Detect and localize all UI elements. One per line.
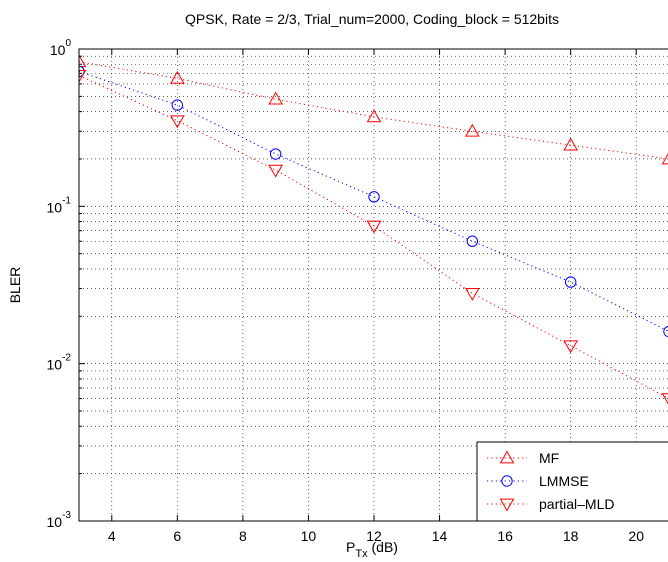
y-tick-label: 100 xyxy=(50,38,72,58)
series-line-0 xyxy=(79,61,668,160)
x-tick-label: 12 xyxy=(366,528,382,544)
data-point-2 xyxy=(563,340,579,354)
data-point-0 xyxy=(563,137,579,151)
legend-marker xyxy=(499,498,515,512)
data-point-0 xyxy=(366,109,382,123)
x-tick-label: 8 xyxy=(239,528,247,544)
data-point-2 xyxy=(661,393,668,405)
x-tick-label: 18 xyxy=(563,528,579,544)
data-point-2 xyxy=(79,69,87,83)
data-point-0 xyxy=(661,153,668,165)
data-point-2 xyxy=(268,164,284,178)
data-point-1 xyxy=(663,325,668,338)
legend-marker xyxy=(501,475,513,487)
x-axis-label-main: P xyxy=(346,539,355,555)
legend-label: partial–MLD xyxy=(539,496,614,512)
legend: MF LMMSE partial–MLD xyxy=(476,441,668,522)
data-point-1 xyxy=(171,99,184,111)
data-point-1 xyxy=(466,235,479,247)
series-layer xyxy=(79,54,668,405)
grid xyxy=(79,49,668,521)
data-point-1 xyxy=(269,148,282,160)
y-tick-label: 10-3 xyxy=(47,510,72,530)
tick-labels: 4 6 8 10 12 14 16 18 20 100 10-1 10-2 10-3 xyxy=(47,38,645,544)
chart-title: QPSK, Rate = 2/3, Trial_num=2000, Coding… xyxy=(185,11,559,27)
x-tick-label: 14 xyxy=(432,528,448,544)
data-point-2 xyxy=(464,287,480,301)
x-tick-label: 10 xyxy=(301,528,317,544)
data-point-2 xyxy=(169,115,185,129)
data-point-0 xyxy=(169,70,185,84)
y-tick-label: 10-1 xyxy=(47,195,72,215)
data-point-2 xyxy=(366,220,382,234)
data-point-0 xyxy=(79,54,87,68)
x-axis-label-sub: Tx xyxy=(355,548,368,560)
ticks xyxy=(79,48,637,522)
x-tick-label: 6 xyxy=(173,528,181,544)
x-tick-label: 20 xyxy=(628,528,644,544)
data-point-0 xyxy=(464,123,480,137)
y-tick-label: 10-2 xyxy=(47,353,72,373)
x-axis-label-unit: (dB) xyxy=(368,539,398,555)
legend-label: LMMSE xyxy=(539,473,589,489)
data-point-1 xyxy=(368,191,380,203)
data-point-0 xyxy=(268,91,284,105)
series-line-2 xyxy=(79,74,668,399)
legend-label: MF xyxy=(539,450,559,466)
data-point-1 xyxy=(564,276,577,288)
legend-marker xyxy=(499,450,515,464)
x-tick-label: 16 xyxy=(497,528,513,544)
y-axis-label: BLER xyxy=(7,267,23,304)
x-axis-label: PTx (dB) xyxy=(346,539,398,560)
x-tick-label: 4 xyxy=(108,528,116,544)
